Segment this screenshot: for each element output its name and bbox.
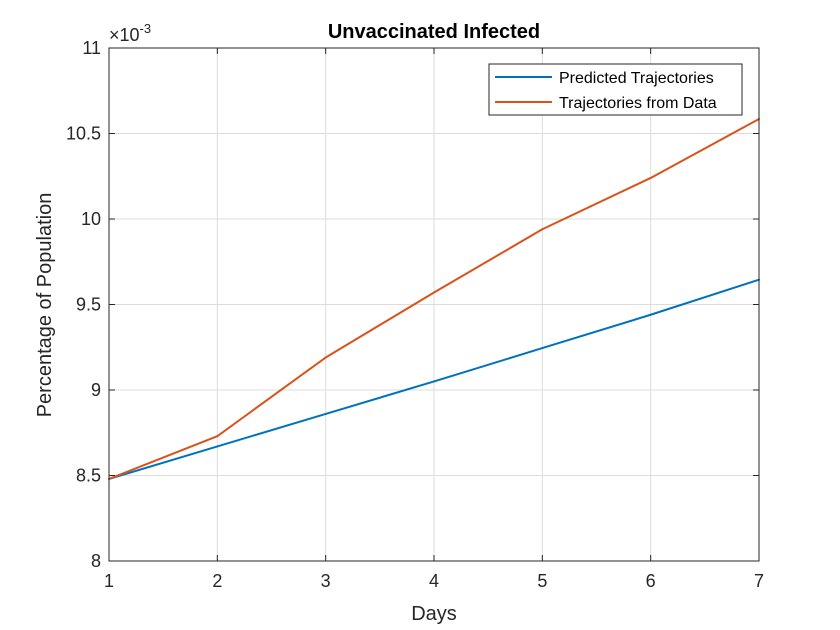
legend-label-data: Trajectories from Data (559, 95, 717, 112)
y-tick-label: 10 (81, 209, 101, 229)
data-point (541, 347, 544, 350)
y-axis-label: Percentage of Population (34, 193, 56, 418)
x-tick-label: 4 (429, 571, 439, 591)
data-point (324, 356, 327, 359)
y-tick-labels: 8 8.5 9 9.5 10 10.5 11 (66, 38, 101, 571)
y-tick-label: 11 (82, 38, 101, 58)
x-tick-label: 3 (321, 571, 331, 591)
y-tick-label: 10.5 (66, 124, 101, 144)
legend-label-predicted: Predicted Trajectories (559, 70, 714, 87)
chart-title: Unvaccinated Infected (328, 21, 540, 43)
legend-box (488, 63, 743, 116)
x-tick-label: 7 (754, 571, 764, 591)
tick-marks (108, 47, 760, 562)
data-point (541, 228, 544, 231)
x-tick-label: 6 (646, 571, 656, 591)
y-tick-label: 8 (91, 551, 101, 571)
data-point (649, 176, 652, 179)
data-point (433, 291, 435, 294)
x-axis-label: Days (411, 603, 457, 625)
x-tick-label: 2 (212, 571, 222, 591)
x-tick-labels: 1 2 3 4 5 6 7 (104, 571, 764, 591)
y-tick-label: 9 (91, 380, 101, 400)
data-point (324, 412, 327, 415)
y-tick-label: 9.5 (76, 295, 101, 315)
data-point (649, 313, 652, 316)
series-group (108, 117, 760, 480)
legend: Predicted Trajectories Trajectories from… (488, 63, 743, 116)
y-multiplier: ×10-3 (109, 21, 151, 45)
data-point (216, 445, 219, 448)
data-point (216, 435, 219, 438)
x-tick-label: 1 (104, 571, 114, 591)
data-point (433, 380, 435, 383)
y-tick-label: 8.5 (76, 466, 101, 486)
x-tick-label: 5 (537, 571, 547, 591)
